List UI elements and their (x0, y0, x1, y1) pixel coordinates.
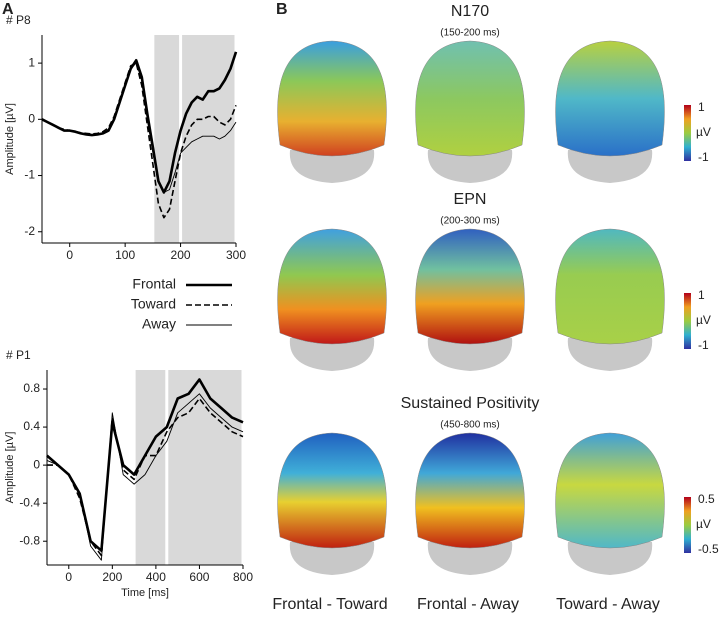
row-title: N170 (451, 3, 489, 20)
legend-label: Frontal (132, 276, 176, 292)
head-map (277, 228, 387, 345)
head-neck (567, 542, 653, 575)
head-map (415, 228, 525, 345)
colorbar-unit: µV (696, 125, 711, 139)
colorbar-unit: µV (696, 313, 711, 327)
y-tick-label: 0.4 (23, 419, 40, 433)
shaded-window (135, 370, 166, 565)
colorbar-tick-label: 1 (698, 100, 705, 114)
series-line (46, 393, 244, 561)
row-title: EPN (454, 191, 487, 208)
y-axis-label: Amplitude [µV] (4, 103, 16, 175)
head-map (277, 40, 387, 157)
x-tick-label: 600 (189, 570, 209, 584)
head-map (555, 228, 665, 345)
head-neck (427, 150, 513, 183)
panel-label: A (2, 1, 14, 18)
x-tick-label: 0 (65, 570, 72, 584)
head-map (415, 432, 525, 549)
x-tick-label: 200 (102, 570, 122, 584)
row-subtitle: (150-200 ms) (440, 28, 499, 39)
y-tick-label: 1 (28, 55, 35, 69)
y-tick-label: -0.8 (19, 533, 40, 547)
colorbar-tick-label: 0.5 (698, 492, 715, 506)
colorbar-unit: µV (696, 517, 711, 531)
shaded-window (154, 35, 180, 243)
y-tick-label: 0 (28, 111, 35, 125)
head-neck (427, 338, 513, 371)
colorbar-tick-label: -1 (698, 338, 709, 352)
colorbar-tick-label: 1 (698, 288, 705, 302)
legend-label: Away (142, 316, 176, 332)
shaded-window (182, 35, 235, 243)
column-label: Frontal - Away (417, 596, 519, 613)
head-neck (427, 542, 513, 575)
x-tick-label: 400 (146, 570, 166, 584)
colorbar-tick-label: -1 (698, 150, 709, 164)
x-tick-label: 100 (115, 248, 135, 262)
x-tick-label: 300 (226, 248, 246, 262)
series-line (41, 62, 237, 193)
y-tick-label: -0.4 (19, 495, 40, 509)
colorbar (684, 497, 691, 553)
x-axis-label: Time [ms] (121, 587, 169, 599)
row-subtitle: (450-800 ms) (440, 420, 499, 431)
colorbar-tick-label: -0.5 (698, 542, 719, 556)
y-tick-label: 0 (33, 457, 40, 471)
y-tick-label: -2 (24, 224, 35, 238)
row-title: Sustained Positivity (401, 395, 540, 412)
head-map (415, 40, 525, 157)
y-tick-label: 0.8 (23, 381, 40, 395)
head-neck (289, 338, 375, 371)
panel-label: B (276, 1, 288, 18)
x-tick-label: 200 (171, 248, 191, 262)
colorbar (684, 105, 691, 161)
colorbar (684, 293, 691, 349)
x-tick-label: 800 (233, 570, 253, 584)
head-neck (289, 542, 375, 575)
legend-label: Toward (131, 296, 176, 312)
series-line (47, 397, 244, 557)
head-map (555, 432, 665, 549)
series-line (41, 62, 237, 219)
y-tick-label: -1 (24, 168, 35, 182)
column-label: Frontal - Toward (272, 596, 387, 613)
y-axis-label: Amplitude [µV] (4, 432, 16, 504)
shaded-window (168, 370, 242, 565)
head-neck (567, 338, 653, 371)
head-neck (289, 150, 375, 183)
column-label: Toward - Away (556, 596, 660, 613)
chart-title: # P8 (6, 13, 31, 27)
head-map (277, 432, 387, 549)
row-subtitle: (200-300 ms) (440, 216, 499, 227)
head-neck (567, 150, 653, 183)
head-map (555, 40, 665, 157)
chart-title: # P1 (6, 348, 31, 362)
x-tick-label: 0 (66, 248, 73, 262)
